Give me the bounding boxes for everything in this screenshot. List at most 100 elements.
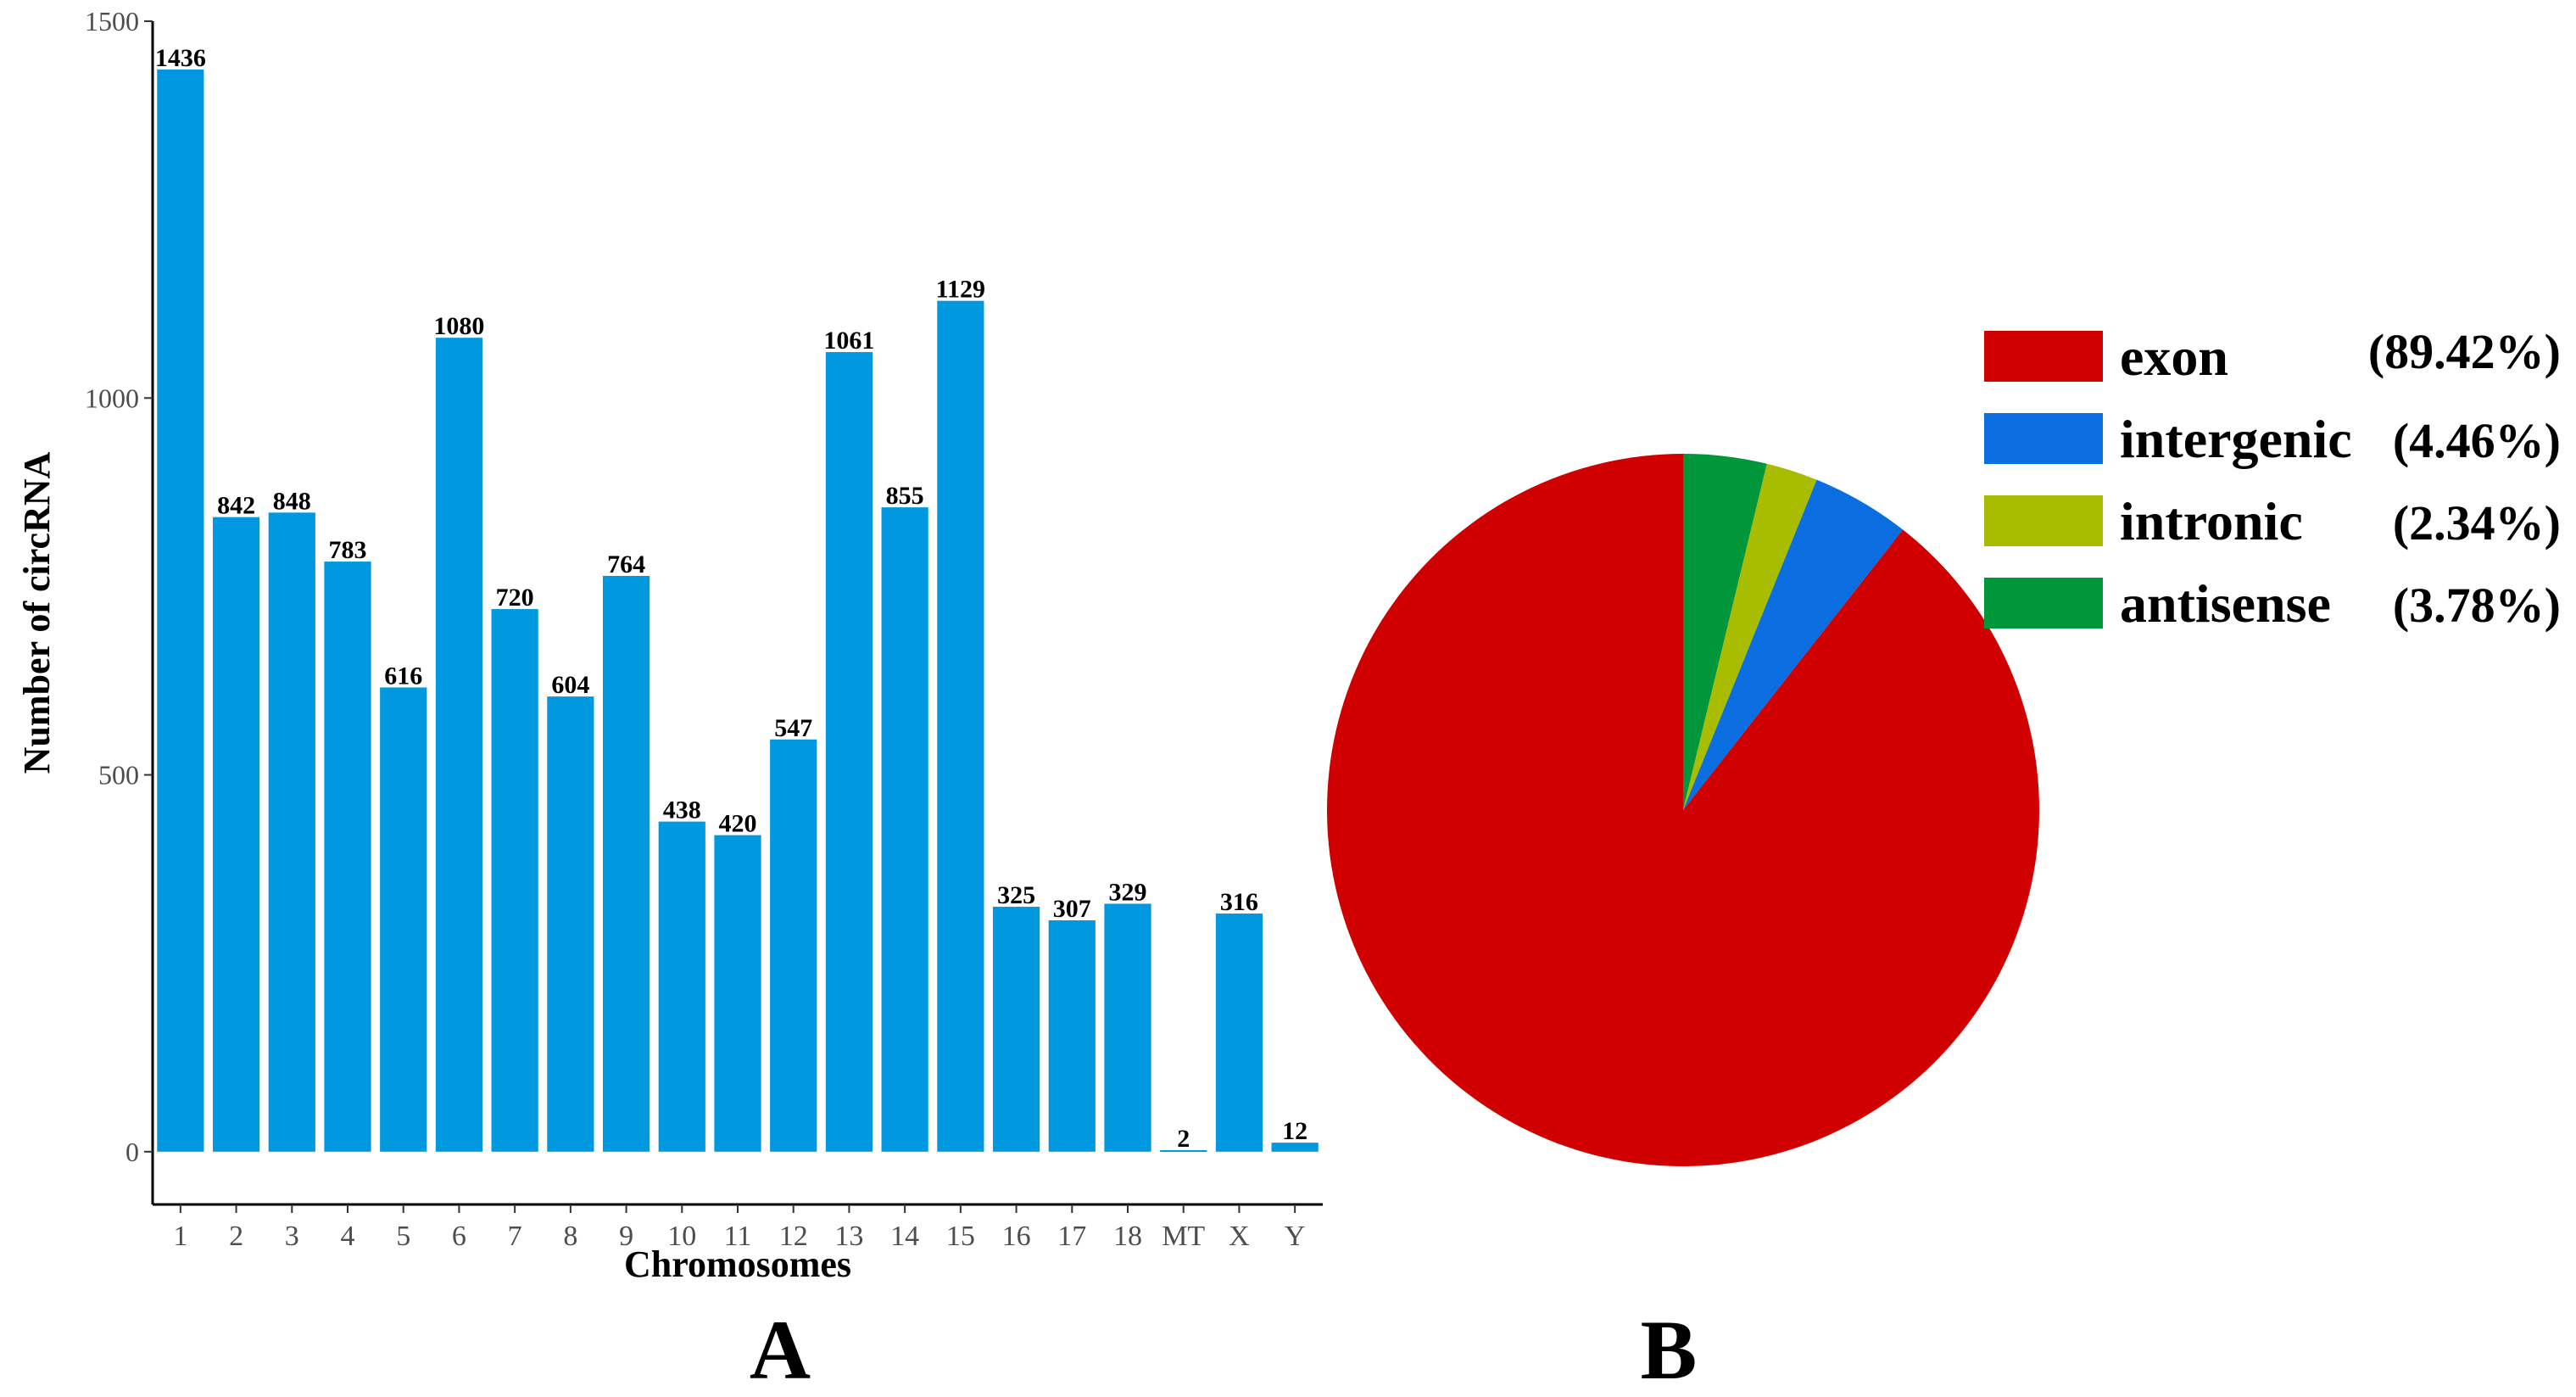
x-tick-label: 14 — [890, 1221, 919, 1252]
data-label: 438 — [663, 796, 701, 824]
data-label: 329 — [1109, 878, 1147, 906]
x-tick-label: 9 — [619, 1221, 633, 1252]
x-tick-label: 5 — [396, 1221, 410, 1252]
data-label: 764 — [607, 550, 645, 578]
data-label: 842 — [217, 492, 255, 520]
data-label: 2 — [1177, 1125, 1190, 1153]
x-tick-label: X — [1229, 1221, 1250, 1252]
legend-item-intergenic: intergenic (4.46%) — [1984, 409, 2561, 469]
legend: exon (89.42%) intergenic (4.46%) intronic (2.… — [1984, 324, 2561, 634]
bar — [825, 352, 873, 1152]
data-label: 604 — [551, 671, 589, 699]
x-tick-label: 2 — [229, 1221, 243, 1252]
x-tick-label: 10 — [667, 1221, 696, 1252]
x-tick-label: 12 — [779, 1221, 808, 1252]
bar — [770, 739, 817, 1152]
data-label: 616 — [384, 662, 422, 690]
data-labels: 1436 842 848 783 616 1080 720 604 764 438 420 547 10… — [155, 44, 1308, 1153]
y-axis-title: Number of circRNA — [16, 451, 58, 774]
legend-label: intergenic — [2120, 409, 2352, 469]
x-tick-label: 16 — [1002, 1221, 1031, 1252]
legend-percentage: (2.34%) — [2393, 495, 2561, 550]
legend-swatch — [1984, 331, 2103, 382]
y-axis-ticks: 0 500 1000 1500 — [85, 6, 153, 1167]
data-label: 325 — [997, 881, 1035, 909]
legend-swatch — [1984, 578, 2103, 629]
x-tick-label: 13 — [834, 1221, 863, 1252]
data-label: 783 — [329, 536, 367, 564]
data-label: 848 — [273, 487, 311, 515]
legend-swatch — [1984, 495, 2103, 546]
x-tick-label: 4 — [341, 1221, 355, 1252]
data-label: 1080 — [433, 312, 484, 340]
bar — [1104, 903, 1151, 1152]
x-tick-label: 1 — [173, 1221, 187, 1252]
legend-percentage: (89.42%) — [2368, 324, 2561, 379]
legend-item-intronic: intronic (2.34%) — [1984, 491, 2561, 551]
legend-label: antisense — [2120, 573, 2331, 634]
data-label: 720 — [496, 584, 534, 612]
data-label: 1061 — [823, 327, 874, 355]
legend-percentage: (3.78%) — [2393, 578, 2561, 633]
bar — [714, 835, 761, 1152]
x-axis-ticks: 1 2 3 4 5 6 7 8 9 10 11 12 13 14 15 16 17 18 MT X Y — [173, 1204, 1305, 1252]
bar — [1160, 1150, 1207, 1153]
legend-item-exon: exon (89.42%) — [1984, 324, 2561, 387]
x-tick-label: 15 — [946, 1221, 975, 1252]
data-label: 420 — [719, 810, 757, 838]
y-tick-label: 0 — [125, 1137, 139, 1167]
data-label: 547 — [774, 714, 812, 742]
pie-slice-intronic — [1683, 463, 1817, 810]
legend-item-antisense: antisense (3.78%) — [1984, 573, 2561, 634]
pie-chart: exon (89.42%) intergenic (4.46%) intronic (2.… — [1327, 324, 2561, 1397]
panel-label-a: A — [750, 1303, 811, 1397]
bar — [881, 507, 928, 1152]
x-tick-label: 7 — [508, 1221, 522, 1252]
y-tick-label: 1000 — [85, 383, 139, 413]
pie-slice-exon — [1327, 453, 2039, 1166]
panel-label-b: B — [1641, 1303, 1698, 1397]
bars — [157, 69, 1319, 1153]
x-tick-label: 17 — [1057, 1221, 1086, 1252]
y-tick-label: 1500 — [85, 6, 139, 36]
x-tick-label: 3 — [285, 1221, 299, 1252]
legend-label: exon — [2120, 327, 2228, 387]
bar — [602, 575, 650, 1152]
bar — [1048, 920, 1096, 1152]
bar — [547, 696, 594, 1152]
y-tick-label: 500 — [98, 760, 139, 791]
data-label: 1436 — [155, 44, 206, 72]
bar — [435, 338, 483, 1152]
bar — [157, 69, 204, 1152]
bar — [268, 512, 315, 1152]
bar — [1215, 914, 1263, 1152]
x-tick-label: 18 — [1113, 1221, 1142, 1252]
bar — [380, 687, 427, 1152]
x-tick-label: 6 — [452, 1221, 466, 1252]
bar — [324, 562, 371, 1152]
x-axis-title: Chromosomes — [624, 1243, 851, 1285]
x-tick-label: 8 — [563, 1221, 577, 1252]
legend-label: intronic — [2120, 491, 2303, 551]
legend-swatch — [1984, 413, 2103, 464]
bar — [658, 821, 705, 1152]
data-label: 855 — [886, 482, 924, 510]
pie-slice-intergenic — [1683, 479, 1904, 810]
bar — [212, 517, 260, 1152]
data-label: 1129 — [936, 276, 985, 304]
data-label: 316 — [1220, 888, 1258, 916]
bar — [937, 300, 984, 1152]
data-label: 307 — [1053, 895, 1091, 923]
x-tick-label: 11 — [724, 1221, 752, 1252]
pie-slice-antisense — [1683, 454, 1767, 810]
legend-percentage: (4.46%) — [2393, 413, 2561, 468]
bar — [491, 609, 538, 1152]
x-tick-label: MT — [1162, 1221, 1205, 1252]
pie-slices — [1327, 453, 2039, 1166]
x-tick-label: Y — [1285, 1221, 1306, 1252]
data-label: 12 — [1282, 1117, 1308, 1145]
bar — [1271, 1143, 1319, 1152]
bar — [992, 907, 1040, 1152]
